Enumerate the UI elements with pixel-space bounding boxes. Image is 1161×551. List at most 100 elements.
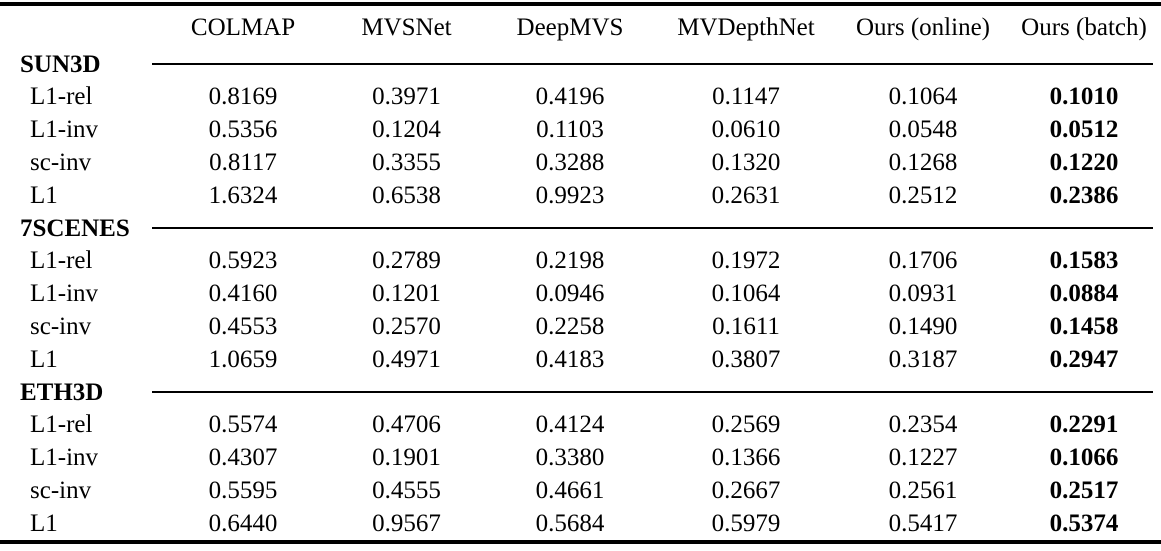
- cell-value: 0.5356: [208, 116, 278, 143]
- section-row: SUN3D: [0, 48, 1161, 80]
- metric-label: sc-inv: [30, 313, 92, 340]
- cell-value: 0.2667: [711, 477, 781, 504]
- cell-value: 0.4160: [208, 280, 278, 307]
- cell-value: 0.2569: [711, 411, 781, 438]
- cell-value: 0.3807: [711, 346, 781, 373]
- table-row: L1-rel 0.5923 0.2789 0.2198 0.1972 0.1706 0.15…: [0, 244, 1161, 277]
- cell-value: 0.0931: [888, 280, 958, 307]
- metric-label: L1-rel: [30, 83, 93, 110]
- column-header-ours-online: Ours (online): [856, 13, 990, 41]
- cell-value: 0.4706: [372, 411, 441, 438]
- cell-value: 1.6324: [208, 182, 278, 209]
- cell-value: 0.4124: [535, 411, 605, 438]
- cell-value: 0.5417: [888, 510, 958, 537]
- section-divider: [152, 376, 1161, 408]
- cell-value: 0.5923: [208, 247, 278, 274]
- cell-value: 0.4307: [208, 444, 278, 471]
- cell-value: 0.1611: [712, 313, 780, 340]
- header-row: COLMAP MVSNet DeepMVS MVDepthNet Ours (o…: [0, 6, 1161, 48]
- cell-value: 0.1972: [711, 247, 781, 274]
- section-label: ETH3D: [20, 378, 104, 406]
- cell-value: 0.2631: [711, 182, 781, 209]
- cell-value: 0.3355: [372, 149, 441, 176]
- cell-value: 0.5595: [208, 477, 278, 504]
- table-row: L1-rel 0.5574 0.4706 0.4124 0.2569 0.2354 0.22…: [0, 408, 1161, 441]
- table-row: sc-inv 0.5595 0.4555 0.4661 0.2667 0.2561 0.25…: [0, 474, 1161, 507]
- cell-value: 0.1010: [1049, 83, 1119, 110]
- cell-value: 0.9923: [535, 182, 605, 209]
- cell-value: 0.1901: [372, 444, 441, 471]
- table-row: L1-inv 0.4160 0.1201 0.0946 0.1064 0.0931 0.08…: [0, 277, 1161, 310]
- cell-value: 0.1204: [372, 116, 441, 143]
- cell-value: 0.8117: [209, 149, 277, 176]
- table-row: L1-inv 0.4307 0.1901 0.3380 0.1366 0.1227 0.10…: [0, 441, 1161, 474]
- corner-cell: [0, 6, 160, 48]
- cell-value: 0.3187: [888, 346, 958, 373]
- cell-value: 0.2947: [1049, 346, 1119, 373]
- cell-value: 0.2291: [1049, 411, 1119, 438]
- cell-value: 0.4553: [208, 313, 278, 340]
- cell-value: 0.4196: [535, 83, 605, 110]
- cell-value: 0.2354: [888, 411, 958, 438]
- cell-value: 0.5574: [208, 411, 278, 438]
- column-header-ours-batch: Ours (batch): [1021, 13, 1147, 41]
- cell-value: 0.3288: [535, 149, 605, 176]
- cell-value: 0.0884: [1049, 280, 1119, 307]
- results-table: COLMAP MVSNet DeepMVS MVDepthNet Ours (o…: [0, 6, 1161, 540]
- cell-value: 0.8169: [208, 83, 278, 110]
- cell-value: 0.6538: [372, 182, 441, 209]
- cell-value: 0.1064: [711, 280, 781, 307]
- table-row: L1-rel 0.8169 0.3971 0.4196 0.1147 0.1064 0.10…: [0, 80, 1161, 113]
- section-divider: [152, 48, 1161, 80]
- cell-value: 0.1320: [711, 149, 781, 176]
- column-header-mvsnet: MVSNet: [361, 13, 452, 41]
- cell-value: 0.2517: [1049, 477, 1119, 504]
- cell-value: 0.1147: [712, 83, 780, 110]
- cell-value: 0.1366: [711, 444, 781, 471]
- column-header-colmap: COLMAP: [190, 13, 296, 41]
- metric-label: sc-inv: [30, 149, 92, 176]
- metric-label: L1: [30, 510, 58, 537]
- cell-value: 0.1066: [1049, 444, 1119, 471]
- metric-label: L1-rel: [30, 411, 93, 438]
- cell-value: 0.1490: [888, 313, 958, 340]
- metric-label: L1-inv: [30, 280, 99, 307]
- cell-value: 0.5374: [1049, 510, 1119, 537]
- cell-value: 0.2789: [372, 247, 441, 274]
- cell-value: 0.2386: [1049, 182, 1119, 209]
- metric-label: L1: [30, 182, 58, 209]
- cell-value: 0.0946: [535, 280, 605, 307]
- cell-value: 0.4183: [535, 346, 605, 373]
- cell-value: 0.0548: [888, 116, 958, 143]
- metric-label: L1-rel: [30, 247, 93, 274]
- metric-label: L1-inv: [30, 116, 99, 143]
- section-divider-rule: [152, 391, 1153, 393]
- metric-label: L1: [30, 346, 58, 373]
- cell-value: 0.4555: [372, 477, 441, 504]
- cell-value: 0.4971: [372, 346, 441, 373]
- cell-value: 0.2512: [888, 182, 958, 209]
- cell-value: 0.2198: [535, 247, 605, 274]
- table-top-rule: [0, 2, 1161, 6]
- section-divider: [152, 212, 1161, 244]
- column-header-mvdepthnet: MVDepthNet: [677, 13, 815, 41]
- cell-value: 0.0610: [711, 116, 781, 143]
- section-row: 7SCENES: [0, 212, 1161, 244]
- cell-value: 0.5979: [711, 510, 781, 537]
- metric-label: L1-inv: [30, 444, 99, 471]
- section-row: ETH3D: [0, 376, 1161, 408]
- section-divider-rule: [152, 227, 1153, 229]
- table-row: L1 1.0659 0.4971 0.4183 0.3807 0.3187 0.2947: [0, 343, 1161, 376]
- column-header-deepmvs: DeepMVS: [516, 13, 624, 41]
- table-body: SUN3D L1-rel 0.8169 0.3971 0.4196 0.1147 0.106…: [0, 48, 1161, 540]
- table-row: L1 1.6324 0.6538 0.9923 0.2631 0.2512 0.2386: [0, 179, 1161, 212]
- cell-value: 0.2258: [535, 313, 605, 340]
- table-row: sc-inv 0.4553 0.2570 0.2258 0.1611 0.1490 0.14…: [0, 310, 1161, 343]
- cell-value: 0.2570: [372, 313, 441, 340]
- cell-value: 0.0512: [1049, 116, 1119, 143]
- section-divider-rule: [152, 63, 1153, 65]
- cell-value: 1.0659: [208, 346, 278, 373]
- cell-value: 0.6440: [208, 510, 278, 537]
- cell-value: 0.9567: [372, 510, 441, 537]
